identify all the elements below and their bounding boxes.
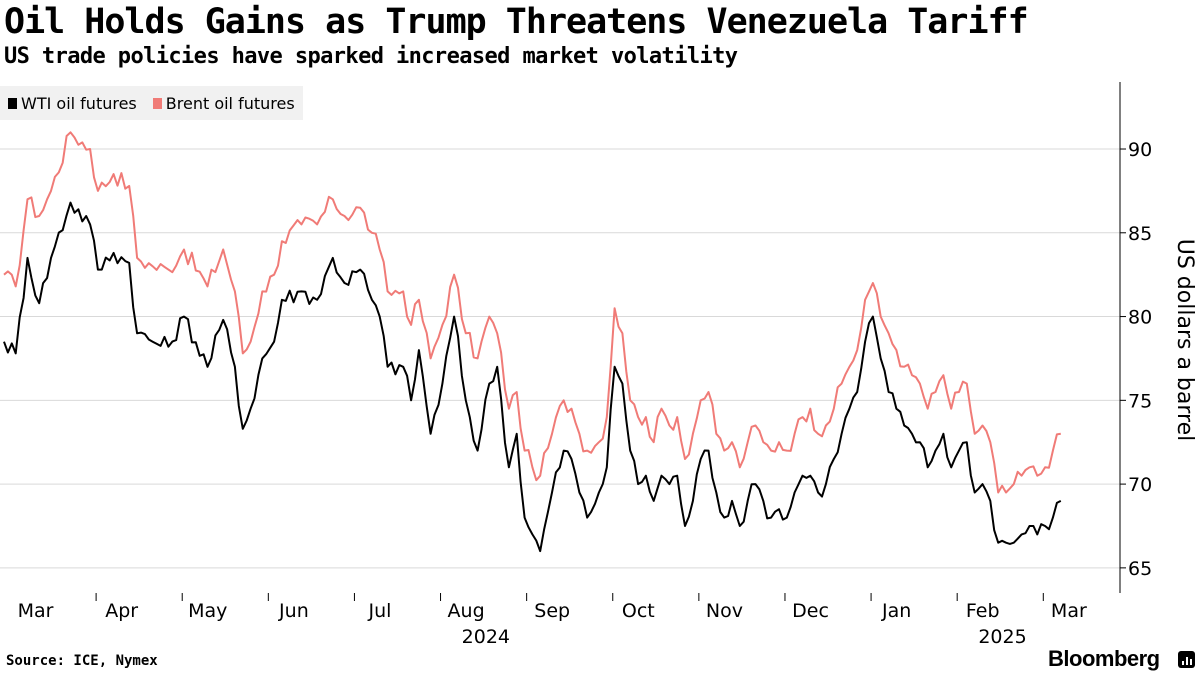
y-tick-label-65: 65 (1128, 558, 1152, 580)
brand-logo-icon (1178, 651, 1195, 668)
x-tick-label-9: Dec (792, 600, 829, 622)
x-tick-label-11: Feb (966, 600, 1000, 622)
x-tick-label-0: Mar (18, 600, 54, 622)
legend: WTI oil futures Brent oil futures (0, 86, 303, 120)
y-tick-label-90: 90 (1128, 139, 1152, 161)
x-year-label-1: 2025 (978, 626, 1026, 648)
x-tick-label-5: Aug (448, 600, 485, 622)
legend-item-wti: WTI oil futures (0, 94, 145, 113)
legend-label-wti: WTI oil futures (21, 93, 137, 113)
brand-logo-text: Bloomberg (1048, 646, 1160, 671)
series-layer (3, 131, 1062, 553)
legend-item-brent: Brent oil futures (145, 94, 303, 113)
source-note: Source: ICE, Nymex (6, 653, 158, 669)
x-tick-label-4: Jul (368, 600, 392, 622)
x-year-label-0: 2024 (462, 626, 510, 648)
y-tick-label-80: 80 (1128, 307, 1152, 329)
legend-swatch-wti (8, 97, 17, 109)
x-tick-label-12: Mar (1051, 600, 1087, 622)
x-tick-label-6: Sep (534, 600, 570, 622)
x-tick-label-8: Nov (706, 600, 743, 622)
y-tick-label-85: 85 (1128, 223, 1152, 245)
chart-title: Oil Holds Gains as Trump Threatens Venez… (4, 2, 1029, 42)
grid-layer (0, 148, 1120, 569)
x-tick-label-3: Jun (278, 600, 309, 622)
series-line-wti (3, 201, 1062, 553)
x-tick-label-10: Jan (881, 600, 911, 622)
axis-layer: 65 70 75 80 85 90 Mar Apr May Jun Jul Aug Sep Oct Nov D… (18, 82, 1197, 648)
y-axis-title: US dollars a barrel (1172, 239, 1197, 441)
y-tick-label-75: 75 (1128, 390, 1152, 412)
x-tick-label-1: Apr (105, 600, 138, 622)
legend-swatch-brent (152, 97, 162, 109)
series-line-brent (3, 131, 1061, 494)
x-tick-label-2: May (188, 600, 227, 622)
chart-subtitle: US trade policies have sparked increased… (4, 44, 738, 69)
legend-label-brent: Brent oil futures (165, 93, 295, 113)
x-tick-label-7: Oct (622, 600, 655, 622)
y-tick-label-70: 70 (1128, 474, 1152, 496)
